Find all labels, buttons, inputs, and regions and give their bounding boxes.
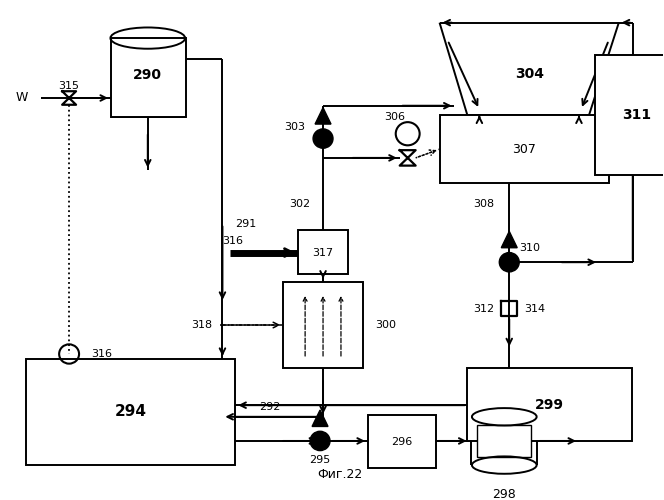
Polygon shape <box>312 410 328 426</box>
Bar <box>111 38 186 117</box>
Circle shape <box>310 432 330 450</box>
Text: 315: 315 <box>58 82 80 92</box>
Bar <box>477 424 531 458</box>
Bar <box>298 230 348 274</box>
Text: 310: 310 <box>519 242 540 252</box>
Text: 303: 303 <box>284 122 305 132</box>
Text: 292: 292 <box>260 402 281 412</box>
Text: 294: 294 <box>115 404 147 419</box>
Bar <box>368 415 436 468</box>
Text: W: W <box>15 92 27 104</box>
Text: 312: 312 <box>473 304 494 314</box>
Bar <box>467 368 631 441</box>
Text: 311: 311 <box>622 108 651 122</box>
Bar <box>440 116 609 183</box>
Text: 302: 302 <box>289 200 310 209</box>
Polygon shape <box>315 108 331 124</box>
Text: 296: 296 <box>391 437 412 447</box>
Text: 318: 318 <box>191 320 212 330</box>
Text: 300: 300 <box>374 320 396 330</box>
Text: 316: 316 <box>222 236 244 246</box>
Text: 295: 295 <box>309 456 331 466</box>
Circle shape <box>499 252 519 272</box>
Text: 316: 316 <box>91 349 112 359</box>
Text: 317: 317 <box>313 248 333 258</box>
Text: Фиг.22: Фиг.22 <box>317 468 363 481</box>
Polygon shape <box>501 232 517 248</box>
Text: 290: 290 <box>133 68 162 82</box>
Bar <box>27 359 236 465</box>
Text: 314: 314 <box>524 304 545 314</box>
Text: 298: 298 <box>493 488 516 500</box>
Bar <box>595 54 664 176</box>
Text: 306: 306 <box>384 112 405 122</box>
Text: 307: 307 <box>512 142 536 156</box>
Text: 304: 304 <box>515 67 544 81</box>
Circle shape <box>313 129 333 148</box>
Text: 308: 308 <box>473 200 494 209</box>
Bar <box>284 282 363 368</box>
Text: 291: 291 <box>236 218 257 228</box>
Text: 299: 299 <box>535 398 564 412</box>
